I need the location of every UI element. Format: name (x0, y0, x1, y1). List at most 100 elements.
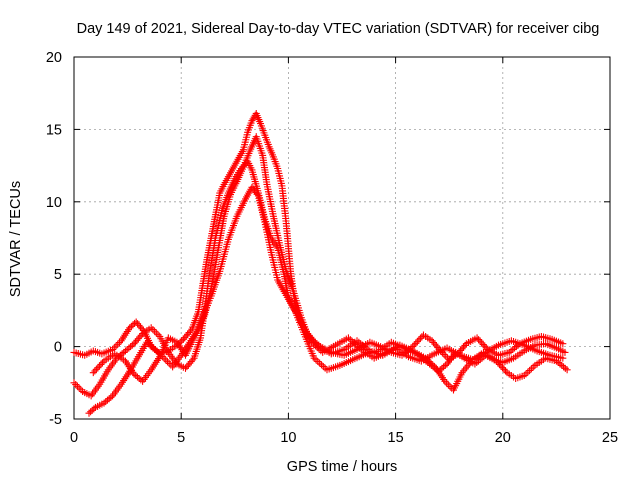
data-point (253, 190, 261, 198)
data-point (127, 343, 135, 351)
data-point (125, 344, 133, 352)
data-point (127, 322, 135, 330)
data-point (443, 379, 451, 387)
data-point (186, 327, 194, 335)
data-point (559, 354, 567, 362)
data-point (70, 379, 78, 387)
data-point (89, 369, 97, 377)
data-point (147, 324, 155, 332)
series-track-d (89, 183, 567, 385)
data-point (110, 344, 118, 352)
plot-frame (73, 56, 611, 420)
data-points (70, 109, 571, 417)
y-tick-label: 5 (54, 267, 62, 283)
data-point (87, 408, 95, 416)
data-point (128, 341, 136, 349)
data-point (561, 348, 569, 356)
data-point (502, 367, 510, 375)
data-point (153, 347, 161, 355)
data-point (441, 361, 449, 369)
data-point (479, 341, 487, 349)
x-tick-label: 25 (602, 430, 618, 446)
data-point (105, 395, 113, 403)
data-point (441, 377, 449, 385)
data-point (563, 366, 571, 374)
x-tick-label: 5 (177, 430, 185, 446)
data-point (189, 356, 197, 364)
data-point (103, 396, 111, 404)
data-point (524, 368, 532, 376)
y-tick-label: -5 (49, 412, 62, 428)
data-point (143, 338, 151, 346)
data-point (440, 363, 448, 371)
data-point (444, 381, 452, 389)
data-point (112, 342, 120, 350)
data-point (75, 384, 83, 392)
series-track-c (85, 133, 569, 417)
x-tick-label: 15 (388, 430, 404, 446)
data-point (151, 345, 159, 353)
y-tick-label: 10 (46, 195, 62, 211)
data-point (123, 345, 131, 353)
data-point (121, 347, 129, 355)
data-point (321, 364, 329, 372)
y-tick-label: 15 (46, 122, 62, 138)
y-tick-label: 20 (46, 50, 62, 66)
data-point (478, 339, 486, 347)
data-point (461, 365, 469, 373)
data-point (500, 365, 508, 373)
axis-ticks: 0 5 10 15 20 25 -5 0 5 10 15 20 (46, 50, 618, 446)
data-point (440, 350, 448, 358)
data-point (162, 356, 170, 364)
data-point (482, 344, 490, 352)
data-point (72, 381, 80, 389)
data-point (150, 344, 158, 352)
data-point (135, 374, 143, 382)
data-point (152, 329, 160, 337)
data-point (73, 382, 81, 390)
data-point (145, 340, 153, 348)
data-point (146, 341, 154, 349)
data-point (154, 331, 162, 339)
data-point (120, 348, 128, 356)
data-point (118, 350, 126, 358)
data-point (463, 363, 471, 371)
data-point (317, 361, 325, 369)
data-point (149, 326, 157, 334)
data-point (114, 340, 122, 348)
data-point (151, 327, 159, 335)
data-point (473, 334, 481, 342)
data-point (133, 373, 141, 381)
data-point (90, 405, 98, 413)
data-point (85, 409, 93, 417)
series-track-a (70, 109, 567, 364)
data-point (97, 360, 105, 368)
data-point (412, 339, 420, 347)
data-point (107, 393, 115, 401)
data-point (481, 342, 489, 350)
data-point (475, 336, 483, 344)
x-tick-label: 10 (280, 430, 296, 446)
data-point (410, 341, 418, 349)
data-point (130, 370, 138, 378)
data-point (126, 324, 134, 332)
data-point (461, 341, 469, 349)
data-point (91, 367, 99, 375)
data-point (94, 364, 102, 372)
data-point (102, 398, 110, 406)
data-point (416, 334, 424, 342)
data-point (526, 366, 534, 374)
data-point (137, 331, 145, 339)
data-point (413, 338, 421, 346)
data-point (476, 337, 484, 345)
data-point (98, 359, 106, 367)
chart-title: Day 149 of 2021, Sidereal Day-to-day VTE… (77, 21, 600, 37)
series-track-b (70, 157, 571, 400)
data-point (529, 363, 537, 371)
data-point (559, 340, 567, 348)
data-point (115, 339, 123, 347)
data-point (446, 383, 454, 391)
data-point (415, 336, 423, 344)
x-tick-label: 0 (70, 430, 78, 446)
